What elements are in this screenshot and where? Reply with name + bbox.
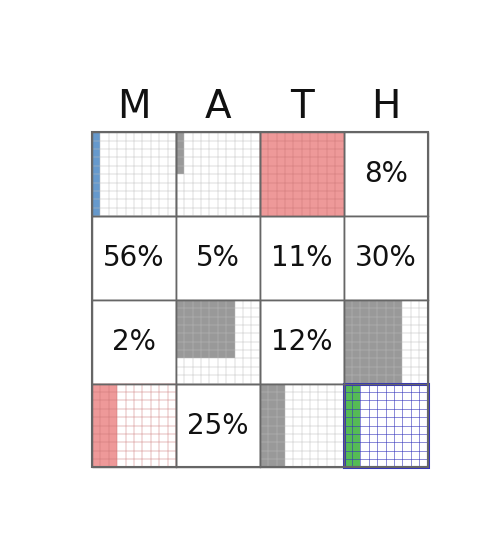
Bar xyxy=(260,300,344,384)
Bar xyxy=(260,384,285,467)
Bar xyxy=(92,132,428,467)
Bar xyxy=(92,132,176,216)
Bar xyxy=(176,300,260,384)
Bar xyxy=(176,384,260,467)
Bar xyxy=(260,132,344,216)
Bar xyxy=(92,384,176,467)
Bar xyxy=(92,384,176,467)
Text: 56%: 56% xyxy=(103,244,165,272)
Text: 5%: 5% xyxy=(196,244,240,272)
Bar xyxy=(343,384,428,467)
Bar xyxy=(176,132,260,216)
Bar xyxy=(343,384,428,467)
Text: A: A xyxy=(205,88,231,126)
Bar xyxy=(343,384,361,467)
Text: 2%: 2% xyxy=(112,327,156,356)
Text: 8%: 8% xyxy=(364,160,407,188)
Bar xyxy=(92,216,176,300)
Bar xyxy=(343,132,428,216)
Bar xyxy=(176,300,260,384)
Bar xyxy=(260,216,344,300)
Text: 12%: 12% xyxy=(271,327,333,356)
Text: H: H xyxy=(371,88,400,126)
Bar xyxy=(260,132,344,216)
Text: M: M xyxy=(117,88,151,126)
Bar xyxy=(260,384,344,467)
Bar xyxy=(176,132,184,174)
Bar xyxy=(176,132,260,216)
Bar xyxy=(176,216,260,300)
Bar xyxy=(92,132,176,216)
Bar xyxy=(92,132,100,216)
Text: T: T xyxy=(290,88,313,126)
Text: 25%: 25% xyxy=(187,411,248,440)
Bar xyxy=(92,300,176,384)
Text: 11%: 11% xyxy=(271,244,333,272)
Bar xyxy=(343,300,428,384)
Bar xyxy=(260,384,344,467)
Bar xyxy=(176,300,235,358)
Bar xyxy=(343,216,428,300)
Bar xyxy=(260,132,344,216)
Text: 30%: 30% xyxy=(355,244,417,272)
Bar xyxy=(343,300,402,384)
Bar xyxy=(343,300,428,384)
Bar xyxy=(92,384,117,467)
